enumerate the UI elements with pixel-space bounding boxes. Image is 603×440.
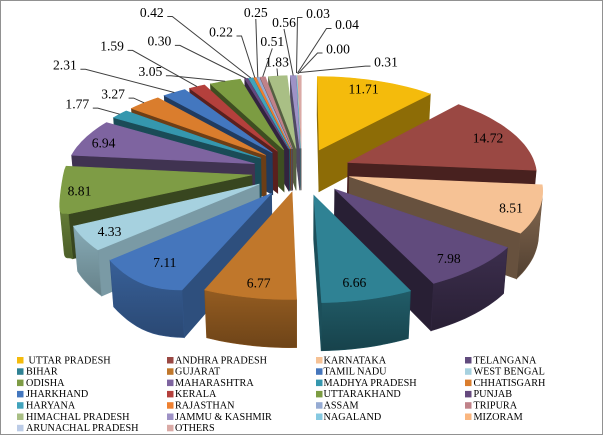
svg-text:TRIPURA: TRIPURA — [474, 401, 518, 412]
svg-text:4.33: 4.33 — [98, 224, 122, 239]
svg-text:0.04: 0.04 — [335, 17, 359, 32]
svg-text:TELANGANA: TELANGANA — [474, 355, 537, 366]
svg-text:ANDHRA PRADESH: ANDHRA PRADESH — [175, 355, 268, 366]
svg-text:KARNATAKA: KARNATAKA — [324, 355, 387, 366]
svg-text:1.59: 1.59 — [100, 39, 124, 54]
svg-text:0.31: 0.31 — [374, 54, 398, 69]
svg-text:HIMACHAL PRADESH: HIMACHAL PRADESH — [26, 412, 130, 423]
svg-text:6.66: 6.66 — [343, 275, 367, 290]
svg-text:8.81: 8.81 — [68, 183, 92, 198]
svg-text:6.77: 6.77 — [247, 276, 271, 291]
svg-text:JHARKHAND: JHARKHAND — [26, 389, 88, 400]
svg-text:14.72: 14.72 — [473, 130, 504, 145]
svg-text:11.71: 11.71 — [349, 81, 379, 96]
svg-text:OTHERS: OTHERS — [175, 423, 215, 434]
svg-text:0.00: 0.00 — [326, 41, 350, 56]
svg-text:ASSAM: ASSAM — [324, 401, 359, 412]
svg-text:0.51: 0.51 — [260, 34, 284, 49]
svg-text:7.98: 7.98 — [437, 251, 461, 266]
svg-text:ODISHA: ODISHA — [26, 378, 65, 389]
svg-text:0.42: 0.42 — [140, 5, 164, 20]
svg-text:ARUNACHAL PRADESH: ARUNACHAL PRADESH — [26, 423, 139, 434]
svg-text:PUNJAB: PUNJAB — [474, 389, 513, 400]
svg-text:KERALA: KERALA — [175, 389, 217, 400]
svg-text:1.77: 1.77 — [65, 96, 89, 111]
svg-text:7.11: 7.11 — [153, 255, 176, 270]
svg-text:1.83: 1.83 — [265, 54, 289, 69]
svg-text:0.30: 0.30 — [148, 34, 172, 49]
svg-text:2.31: 2.31 — [53, 58, 77, 73]
svg-text:CHHATISGARH: CHHATISGARH — [474, 378, 547, 389]
svg-text:0.22: 0.22 — [209, 24, 233, 39]
svg-text:HARYANA: HARYANA — [26, 401, 76, 412]
svg-text:MAHARASHTRA: MAHARASHTRA — [175, 378, 254, 389]
svg-text:JAMMU & KASHMIR: JAMMU & KASHMIR — [175, 412, 272, 423]
svg-text:6.94: 6.94 — [92, 135, 116, 150]
svg-text:UTTAR PRADESH: UTTAR PRADESH — [26, 355, 111, 366]
svg-text:TAMIL NADU: TAMIL NADU — [324, 367, 388, 378]
svg-text:3.05: 3.05 — [139, 64, 163, 79]
svg-text:8.51: 8.51 — [499, 200, 523, 215]
svg-text:MIZORAM: MIZORAM — [474, 412, 523, 423]
svg-text:WEST BENGAL: WEST BENGAL — [474, 367, 545, 378]
svg-text:UTTARAKHAND: UTTARAKHAND — [324, 389, 401, 400]
svg-text:MADHYA PRADESH: MADHYA PRADESH — [324, 378, 418, 389]
svg-text:0.03: 0.03 — [306, 6, 330, 21]
svg-text:BIHAR: BIHAR — [26, 367, 58, 378]
svg-text:GUJARAT: GUJARAT — [175, 367, 221, 378]
svg-text:NAGALAND: NAGALAND — [324, 412, 382, 423]
svg-text:3.27: 3.27 — [101, 86, 125, 101]
svg-text:0.25: 0.25 — [244, 5, 268, 20]
svg-text:0.56: 0.56 — [272, 15, 296, 30]
svg-text:RAJASTHAN: RAJASTHAN — [175, 401, 235, 412]
